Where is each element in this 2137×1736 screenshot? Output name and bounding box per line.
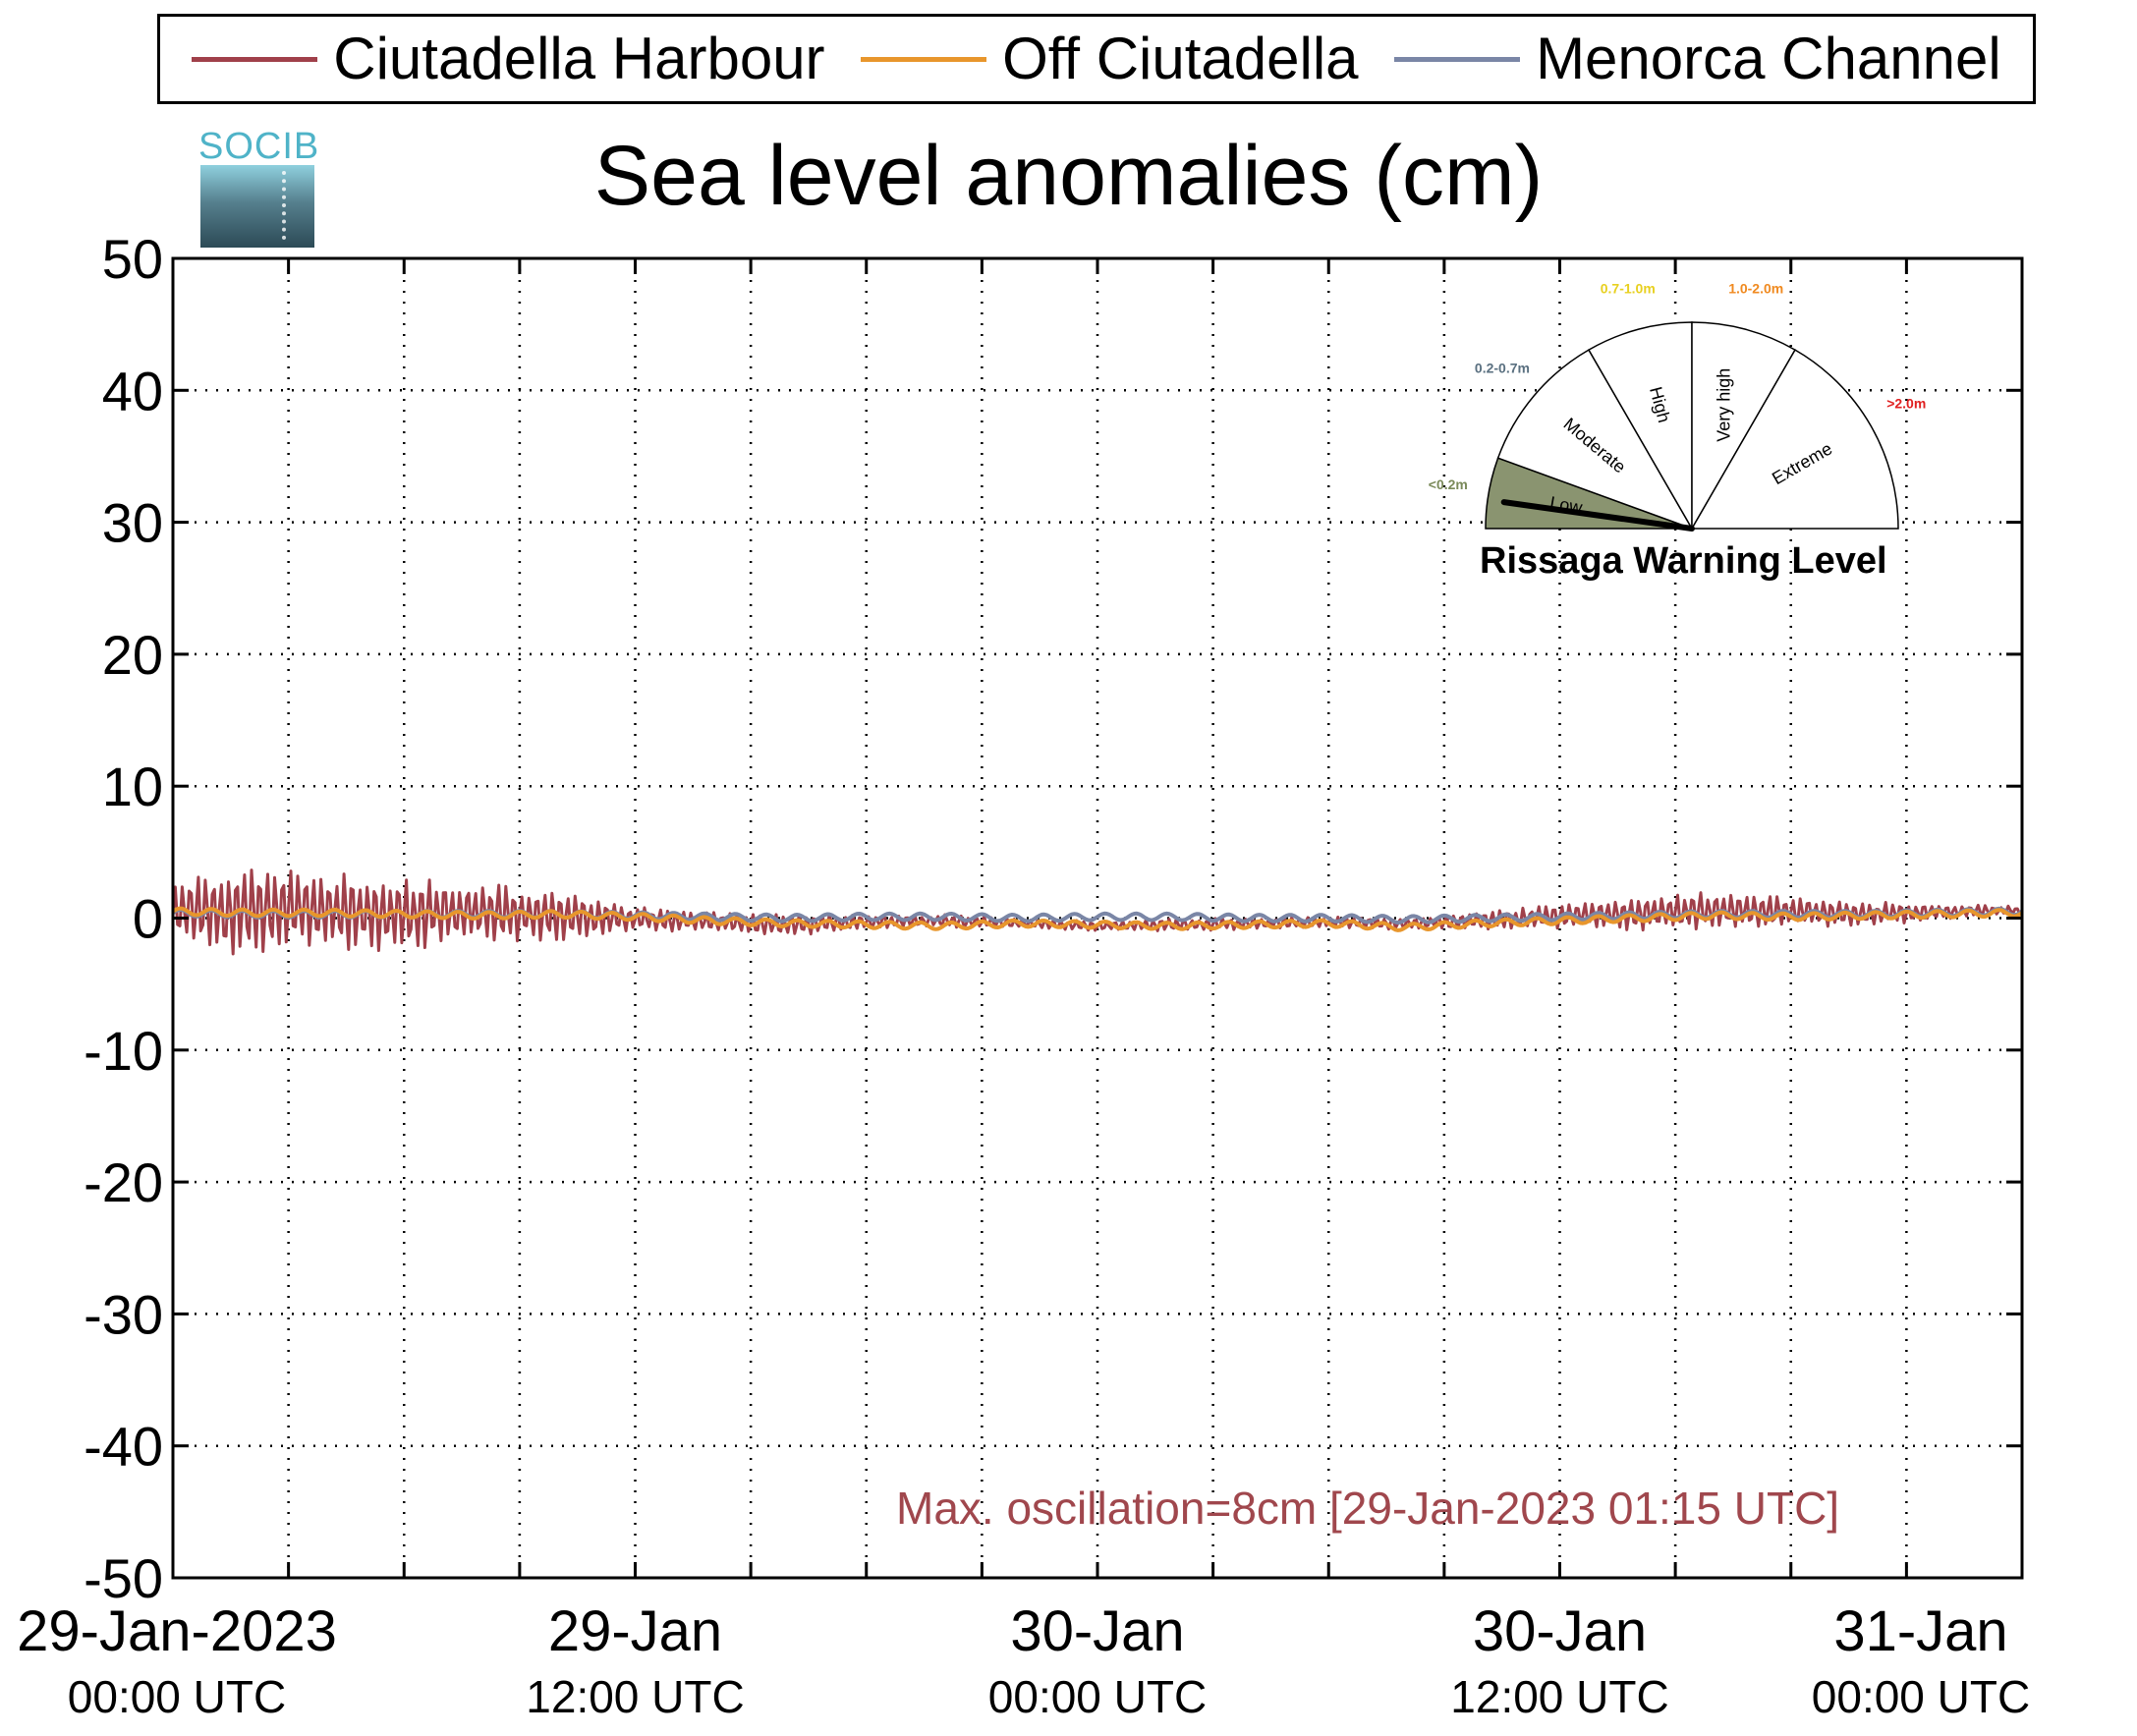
legend-entry: Ciutadella Harbour [192,26,825,91]
legend-label: Ciutadella Harbour [333,26,825,91]
x-tick-time: 12:00 UTC [526,1671,745,1722]
x-tick-time: 12:00 UTC [1450,1671,1669,1722]
legend-entry: Menorca Channel [1394,29,2001,88]
gauge-range-label: 0.7-1.0m [1601,280,1656,296]
max-oscillation-note: Max. oscillation=8cm [29-Jan-2023 01:15 … [896,1483,1840,1534]
legend-swatch [861,56,987,62]
series-layer [171,868,2024,956]
x-tick-label: 30-Jan 12:00 UTC [1305,1599,1816,1722]
y-tick-label: -50 [84,1547,163,1609]
x-tick-date: 31-Jan [1833,1599,2008,1663]
gauge-sector-label: Very high [1714,368,1733,442]
x-tick-time: 00:00 UTC [987,1671,1208,1722]
y-tick-label: -10 [84,1020,163,1082]
x-tick-date: 30-Jan [1010,1599,1185,1663]
y-tick-label: 10 [102,756,163,817]
gauge-sector-extreme [1690,349,1899,530]
legend: Ciutadella Harbour Off Ciutadella Menorca … [157,14,2036,104]
x-tick-label: 29-Jan 12:00 UTC [380,1599,891,1722]
gauge-range-label: >2.0m [1886,396,1926,412]
legend-swatch [1394,56,1521,62]
y-tick-label: 0 [133,888,163,950]
rissaga-gauge: Low<0.2mModerate0.2-0.7mHigh0.7-1.0mVery… [1429,280,1926,532]
gauge-title: Rissaga Warning Level [1480,540,1887,582]
series-line-off-ciutadella [171,906,2024,932]
y-tick-label: 40 [102,360,163,421]
legend-label: Off Ciutadella [1002,26,1359,91]
y-tick-label: -20 [84,1151,163,1213]
legend-swatch [192,56,318,62]
x-tick-label: 30-Jan 00:00 UTC [842,1599,1353,1722]
gauge-range-label: 0.2-0.7m [1475,361,1530,376]
x-tick-date: 29-Jan-2023 [17,1599,337,1663]
gauge-sector-high [1587,321,1693,532]
legend-entry: Off Ciutadella [861,26,1359,91]
x-tick-date: 29-Jan [547,1599,723,1663]
gauge-sector-moderate [1496,349,1694,531]
y-tick-label: -30 [84,1283,163,1345]
gauge-needle [1500,499,1695,532]
chart-title: Sea level anomalies (cm) [593,129,1544,223]
logo-dotted-line [282,171,290,240]
legend-label: Menorca Channel [1536,26,2001,91]
x-tick-label: 31-Jan 00:00 UTC [1665,1599,2137,1722]
gauge-range-label: <0.2m [1429,476,1468,492]
gauge-sector-very-high [1691,321,1797,532]
y-tick-label: 30 [102,492,163,554]
socib-logo: SOCIB [198,126,320,248]
y-tick-label: 50 [102,228,163,290]
x-tick-time: 00:00 UTC [1811,1671,2031,1722]
y-tick-label: 20 [102,624,163,686]
gauge-range-label: 1.0-2.0m [1728,280,1783,296]
tick-layer: 50 40 30 20 10 0 -10 -20 -30 -40 -50 [84,228,2024,1609]
x-tick-date: 30-Jan [1472,1599,1648,1663]
logo-text: SOCIB [198,126,320,167]
x-tick-time: 00:00 UTC [67,1671,287,1722]
logo-wave-graphic [200,165,314,248]
y-tick-label: -40 [84,1416,163,1478]
x-tick-label: 29-Jan-2023 00:00 UTC [0,1599,432,1722]
